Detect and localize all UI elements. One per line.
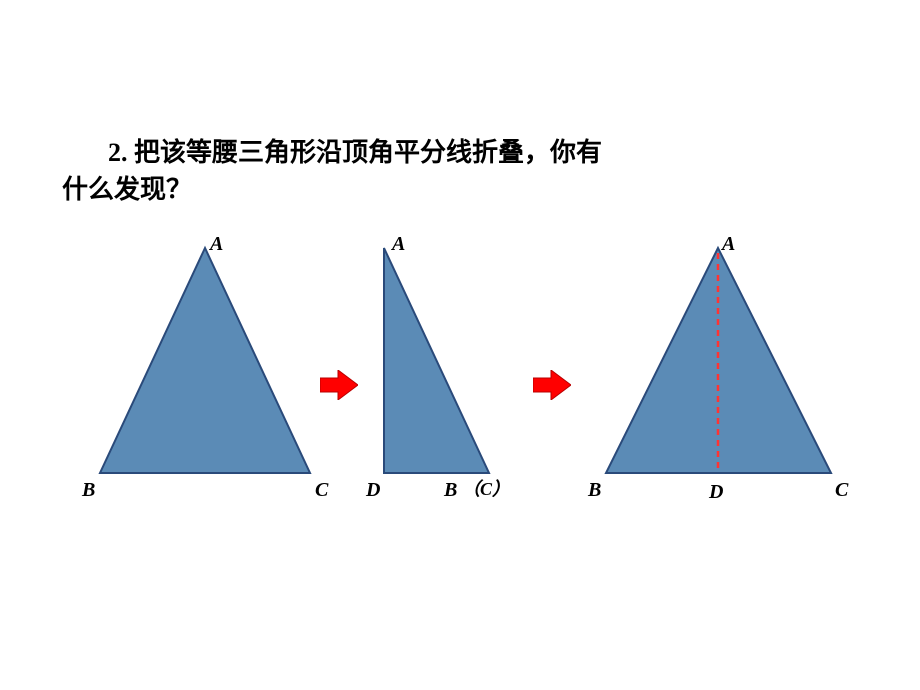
label-a1: A — [208, 233, 223, 255]
triangle-3: A B D C — [586, 223, 851, 508]
figure-row: A B C A D B （C） A B D C — [80, 225, 870, 505]
label-d3: D — [708, 481, 723, 503]
triangle-2: A D B （C） — [364, 223, 539, 508]
label-b2: B — [443, 479, 457, 501]
triangle-3-shape — [606, 248, 831, 473]
question-line1: 2. 把该等腰三角形沿顶角平分线折叠，你有 — [108, 132, 602, 169]
label-a2: A — [390, 233, 405, 255]
label-c3: C — [835, 479, 849, 501]
triangle-2-shape — [384, 248, 489, 473]
label-d2: D — [365, 479, 380, 501]
triangle-1: A B C — [80, 223, 330, 508]
question-line2: 什么发现？ — [62, 169, 192, 206]
label-a3: A — [720, 233, 735, 255]
arrow-2 — [533, 370, 571, 405]
label-b3: B — [587, 479, 601, 501]
label-c1: C — [315, 479, 329, 501]
label-b1: B — [81, 479, 95, 501]
label-cparen: （C） — [462, 479, 510, 499]
triangle-1-shape — [100, 248, 310, 473]
arrow-1 — [320, 370, 358, 405]
